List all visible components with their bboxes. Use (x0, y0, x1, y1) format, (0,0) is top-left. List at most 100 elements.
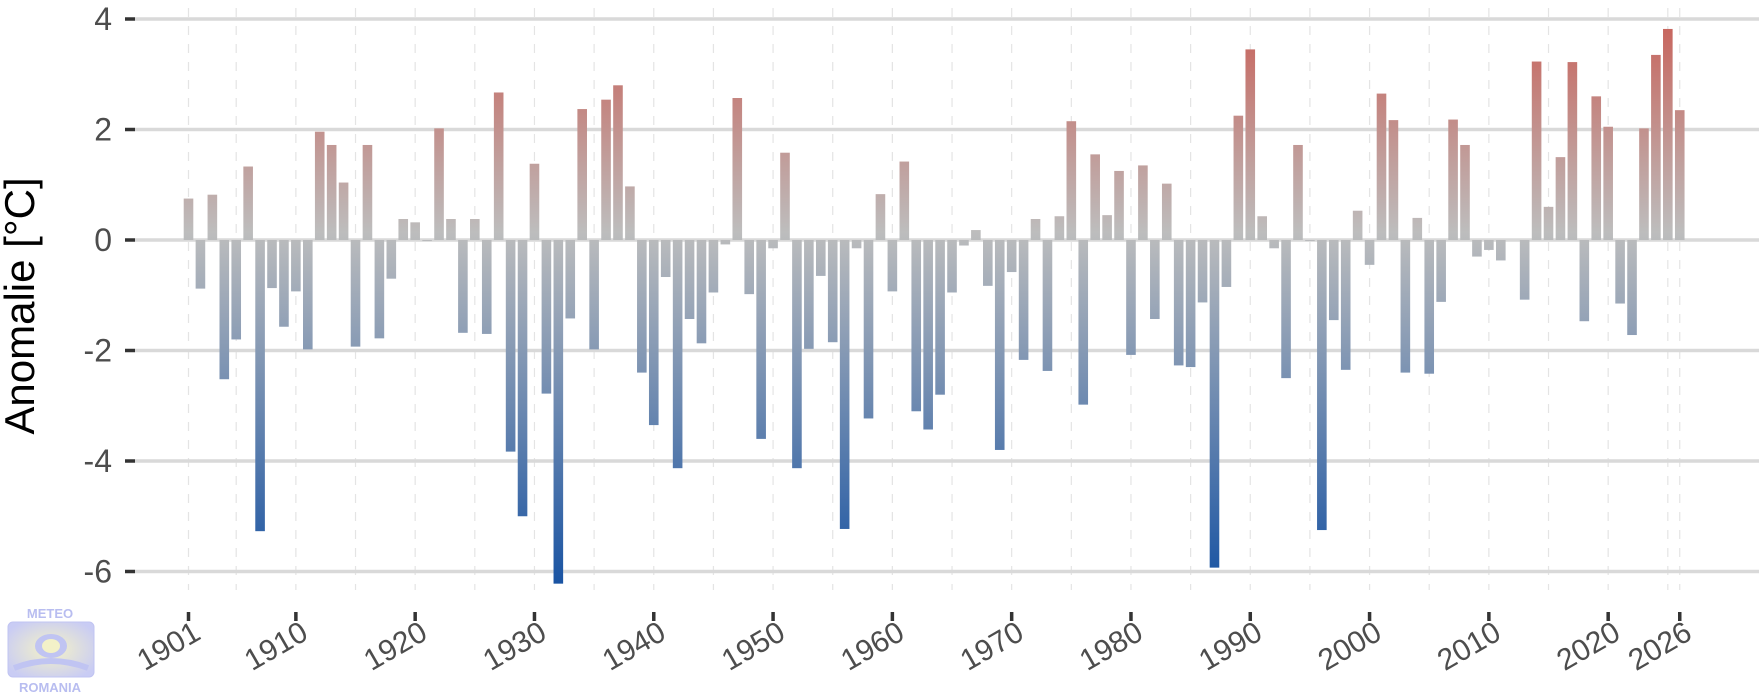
bar-1983 (1161, 183, 1172, 240)
bar-2026 (1674, 110, 1685, 240)
bar-1975 (1066, 121, 1077, 240)
bar-1985 (1185, 240, 1196, 368)
bar-1946 (720, 240, 731, 245)
bar-1992 (1269, 240, 1279, 249)
bar-1991 (1257, 216, 1267, 240)
x-tick-label: 1970 (955, 615, 1029, 677)
bar-1905 (231, 240, 242, 340)
x-tick-label: 1940 (597, 615, 671, 677)
bar-2013 (1519, 240, 1530, 300)
bar-1912 (314, 131, 325, 240)
bar-1987 (1209, 240, 1220, 568)
bar-1974 (1054, 216, 1065, 240)
bar-1940 (648, 240, 659, 426)
bar-2009 (1472, 240, 1482, 257)
bar-1984 (1173, 240, 1184, 366)
x-tick-label: 1910 (239, 615, 313, 677)
bar-2022 (1627, 240, 1637, 336)
bar-1949 (756, 240, 766, 439)
bar-1986 (1197, 240, 1208, 303)
bar-1937 (613, 85, 623, 240)
bar-1942 (672, 240, 683, 469)
bar-1939 (637, 240, 647, 373)
bar-1979 (1114, 170, 1124, 240)
x-tick-label: 1920 (358, 615, 432, 677)
bar-1980 (1126, 240, 1136, 355)
y-tick-label: 0 (94, 222, 112, 258)
bar-1955 (827, 240, 838, 343)
bar-1902 (195, 240, 206, 289)
bar-1998 (1340, 240, 1351, 370)
y-tick-label: -2 (84, 333, 112, 369)
bar-1923 (446, 219, 456, 240)
logo-top-text: METEO (27, 606, 73, 621)
x-tick-label: 1960 (836, 615, 910, 677)
bar-1916 (362, 144, 373, 240)
bar-1926 (481, 240, 492, 334)
y-tick-label: 4 (94, 1, 112, 37)
bar-1904 (219, 240, 230, 380)
bar-2008 (1460, 144, 1470, 240)
bar-1961 (899, 161, 910, 240)
bar-1922 (434, 128, 444, 240)
bar-1994 (1293, 144, 1303, 240)
bar-1924 (458, 240, 468, 333)
bar-1908 (267, 240, 277, 289)
bar-1915 (350, 240, 361, 347)
bar-2024 (1651, 54, 1661, 240)
bar-2003 (1400, 240, 1411, 373)
bar-1931 (541, 240, 552, 394)
y-axis: 4 2 0 -2 -4 -6 (84, 1, 135, 590)
x-tick-label: 1980 (1074, 615, 1148, 677)
bar-1948 (744, 240, 755, 295)
bar-1903 (207, 194, 218, 240)
bar-2015 (1543, 206, 1554, 240)
bar-1920 (410, 222, 420, 240)
bar-1982 (1150, 240, 1160, 320)
x-tick-label: 2026 (1623, 615, 1697, 677)
bar-1950 (768, 240, 778, 249)
bar-1958 (863, 240, 874, 419)
bar-1936 (601, 99, 611, 240)
bar-1954 (815, 240, 826, 276)
bar-1914 (338, 182, 349, 240)
x-tick-label: 1901 (132, 615, 206, 677)
bar-1976 (1078, 240, 1089, 405)
bar-1965 (947, 240, 957, 293)
bar-2018 (1579, 240, 1590, 322)
bar-2001 (1376, 93, 1387, 240)
bar-1909 (279, 240, 289, 327)
bar-2011 (1496, 240, 1506, 261)
bar-1959 (875, 194, 886, 240)
bar-1952 (792, 240, 802, 469)
bar-1907 (255, 240, 265, 532)
bar-1968 (983, 240, 993, 286)
bar-1995 (1305, 240, 1315, 242)
x-axis: 1901 1910 1920 1930 1940 1950 1960 1970 1980 1990… (132, 612, 1697, 677)
bar-1967 (971, 230, 981, 240)
bar-1901 (183, 198, 194, 240)
minor-grid (187, 8, 1681, 590)
bar-2019 (1591, 96, 1602, 240)
bar-1999 (1352, 210, 1363, 240)
bar-2014 (1531, 61, 1542, 240)
bar-1989 (1233, 115, 1244, 240)
bar-2006 (1436, 240, 1446, 302)
bar-1921 (422, 240, 432, 242)
bar-1945 (708, 240, 719, 293)
bar-1925 (470, 219, 480, 240)
bar-1947 (732, 98, 743, 240)
bar-1929 (517, 240, 528, 517)
bar-1944 (696, 240, 707, 344)
bar-2002 (1388, 120, 1399, 240)
bar-1969 (994, 240, 1005, 450)
bar-2023 (1639, 128, 1649, 240)
bar-2025 (1663, 28, 1673, 241)
bar-1956 (839, 240, 850, 529)
bar-1930 (529, 163, 540, 240)
logo-wave-icon (12, 658, 90, 671)
logo-bottom-text: ROMANIA (19, 680, 82, 695)
bar-1996 (1317, 240, 1327, 531)
bar-1906 (243, 166, 253, 240)
